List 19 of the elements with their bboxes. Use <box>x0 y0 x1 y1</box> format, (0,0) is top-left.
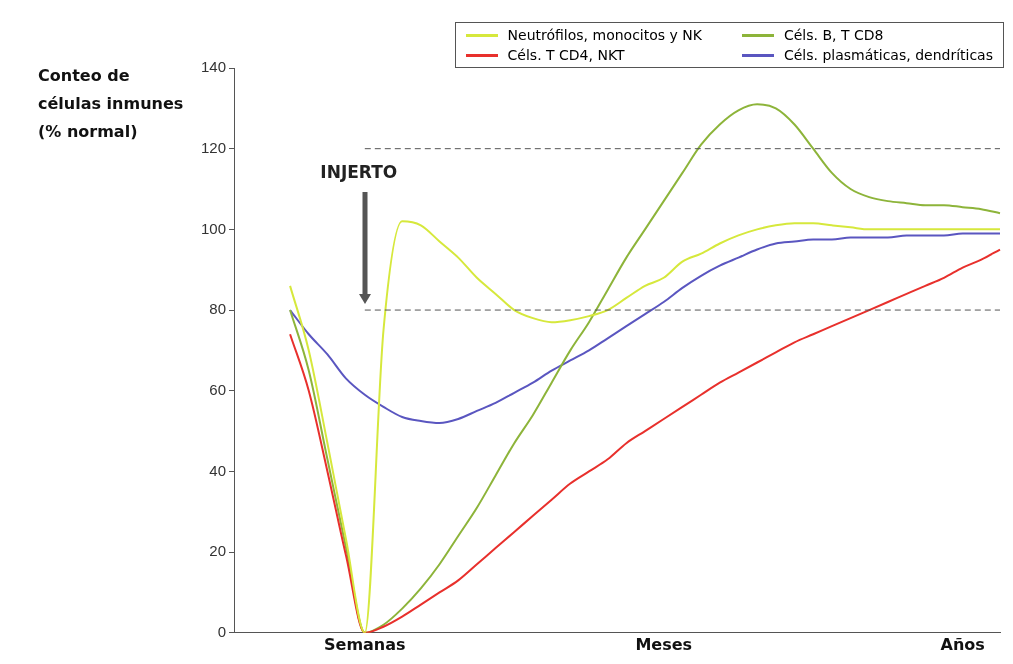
legend-label: Céls. plasmáticas, dendríticas <box>783 47 993 63</box>
y-tick-label: 60 <box>209 380 227 398</box>
y-tick-label: 140 <box>201 58 227 76</box>
x-tick-label: Meses <box>635 634 693 654</box>
x-tick-label: Semanas <box>324 634 406 654</box>
y-tick-label: 40 <box>209 461 227 479</box>
legend-label: Céls. T CD4, NKT <box>507 47 625 63</box>
legend-label: Céls. B, T CD8 <box>783 27 884 43</box>
y-tick-label: 100 <box>201 219 227 237</box>
x-tick-label: Años <box>940 634 985 654</box>
y-tick-label: 120 <box>201 138 227 156</box>
legend-label: Neutrófilos, monocitos y NK <box>507 27 702 43</box>
line-series <box>289 103 1001 633</box>
line-series <box>289 232 1001 425</box>
y-axis-title: Conteo de células inmunes (% normal) <box>38 65 185 143</box>
y-tick-label: 80 <box>209 300 227 318</box>
y-tick-label: 0 <box>217 622 227 640</box>
y-tick-label: 20 <box>209 542 227 560</box>
annotation: INJERTO <box>320 162 398 182</box>
